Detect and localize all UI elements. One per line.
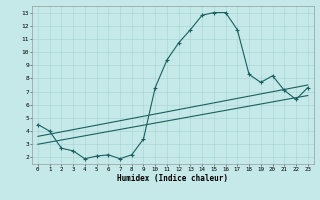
X-axis label: Humidex (Indice chaleur): Humidex (Indice chaleur) (117, 174, 228, 183)
